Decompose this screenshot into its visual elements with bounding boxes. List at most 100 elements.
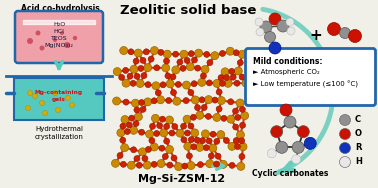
Circle shape (229, 68, 235, 74)
Circle shape (181, 137, 187, 143)
Circle shape (188, 89, 194, 96)
Circle shape (284, 116, 296, 128)
Circle shape (234, 144, 240, 149)
Circle shape (152, 114, 160, 122)
Circle shape (166, 146, 174, 153)
Circle shape (145, 82, 151, 88)
Circle shape (224, 79, 232, 87)
Circle shape (122, 79, 130, 87)
Circle shape (241, 112, 249, 120)
Circle shape (151, 161, 157, 167)
Circle shape (237, 162, 245, 170)
Circle shape (73, 36, 77, 40)
Circle shape (148, 56, 154, 62)
Circle shape (219, 160, 227, 168)
Circle shape (136, 162, 142, 168)
Circle shape (56, 108, 60, 112)
Circle shape (214, 161, 220, 167)
FancyBboxPatch shape (14, 78, 104, 120)
Circle shape (206, 138, 212, 144)
Circle shape (33, 93, 37, 99)
Circle shape (164, 138, 170, 144)
Circle shape (177, 59, 183, 65)
Circle shape (151, 98, 157, 104)
Text: R: R (355, 143, 361, 152)
Circle shape (126, 122, 132, 128)
Circle shape (175, 81, 181, 87)
Circle shape (221, 68, 229, 76)
Circle shape (237, 60, 243, 66)
Circle shape (39, 45, 45, 51)
Circle shape (210, 131, 216, 137)
Circle shape (180, 50, 188, 58)
Text: O: O (355, 130, 362, 139)
Circle shape (124, 129, 130, 135)
Circle shape (233, 124, 239, 130)
Circle shape (113, 97, 121, 105)
Circle shape (191, 114, 197, 120)
Circle shape (271, 126, 283, 138)
Circle shape (195, 65, 201, 71)
Circle shape (195, 49, 203, 57)
Circle shape (269, 42, 281, 54)
Circle shape (233, 50, 239, 56)
Circle shape (255, 18, 263, 26)
Circle shape (184, 58, 190, 64)
Circle shape (228, 142, 236, 150)
Circle shape (237, 131, 245, 139)
Circle shape (65, 96, 71, 101)
Circle shape (120, 137, 126, 143)
Circle shape (292, 155, 301, 164)
Circle shape (234, 80, 240, 86)
Circle shape (132, 99, 139, 107)
Circle shape (200, 138, 206, 144)
Circle shape (217, 131, 225, 139)
Circle shape (135, 113, 143, 121)
Circle shape (139, 129, 145, 135)
Text: Epoxides: Epoxides (257, 57, 296, 66)
Circle shape (139, 148, 147, 156)
Circle shape (60, 31, 64, 35)
Circle shape (327, 23, 341, 36)
Text: +: + (310, 29, 322, 43)
Circle shape (134, 155, 140, 161)
Circle shape (191, 57, 197, 63)
Circle shape (150, 47, 158, 55)
Circle shape (163, 50, 171, 58)
Circle shape (229, 162, 235, 168)
Circle shape (239, 143, 247, 151)
Circle shape (138, 65, 144, 71)
Circle shape (53, 90, 57, 96)
Circle shape (240, 122, 246, 128)
Circle shape (136, 80, 144, 87)
Circle shape (269, 13, 281, 25)
Circle shape (188, 123, 194, 129)
Text: Acid co-hydrolysis: Acid co-hydrolysis (21, 4, 99, 13)
Circle shape (170, 74, 176, 80)
Circle shape (159, 145, 165, 151)
Circle shape (201, 65, 209, 74)
Circle shape (146, 130, 153, 138)
Circle shape (220, 80, 225, 86)
FancyBboxPatch shape (245, 49, 375, 105)
Circle shape (134, 49, 142, 57)
Circle shape (206, 80, 212, 86)
Circle shape (131, 147, 136, 153)
Circle shape (223, 75, 229, 80)
Circle shape (170, 89, 177, 96)
Circle shape (164, 124, 170, 129)
Circle shape (183, 115, 191, 123)
Circle shape (217, 97, 225, 105)
Circle shape (158, 49, 164, 55)
Circle shape (172, 66, 180, 74)
Circle shape (239, 138, 245, 144)
Circle shape (213, 80, 221, 87)
Circle shape (123, 99, 129, 105)
Circle shape (160, 129, 168, 137)
Circle shape (213, 113, 221, 121)
Circle shape (156, 96, 164, 104)
Circle shape (162, 64, 170, 72)
Circle shape (207, 60, 213, 66)
Circle shape (286, 18, 294, 26)
Circle shape (188, 137, 194, 143)
